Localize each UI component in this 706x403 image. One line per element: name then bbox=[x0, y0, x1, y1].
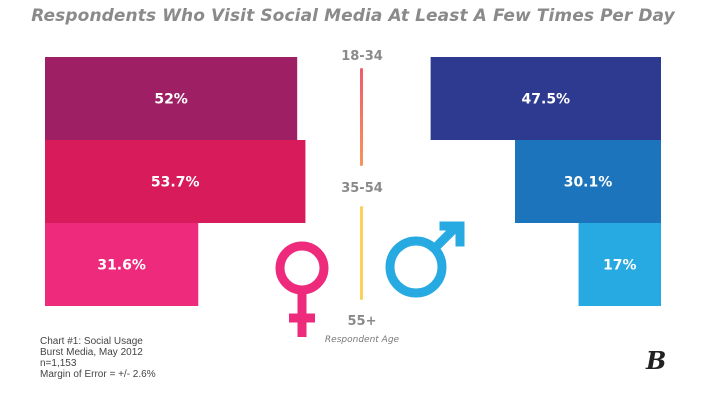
female-bar-18-34 bbox=[45, 57, 298, 140]
chart-notes: Chart #1: Social Usage Burst Media, May … bbox=[40, 336, 156, 380]
age-label-55plus: 55+ bbox=[348, 314, 377, 329]
male-bar-18-34 bbox=[430, 57, 661, 140]
age-label-18-34: 18-34 bbox=[341, 49, 383, 64]
female-bar-55+ bbox=[45, 223, 199, 306]
male-bar-label-35-54: 30.1% bbox=[564, 175, 613, 191]
male-bar-35-54 bbox=[515, 140, 661, 223]
female-symbol-icon bbox=[275, 241, 329, 337]
note-margin-of-error: Margin of Error = +/- 2.6% bbox=[40, 369, 156, 380]
female-bar-label-18-34: 52% bbox=[154, 92, 188, 108]
female-bar-label-55+: 31.6% bbox=[97, 258, 146, 274]
burst-media-logo: B bbox=[646, 346, 667, 375]
age-axis-segment-1 bbox=[360, 68, 363, 166]
chart-title: Respondents Who Visit Social Media At Le… bbox=[31, 6, 675, 26]
male-bar-label-18-34: 47.5% bbox=[522, 92, 571, 108]
female-bar-35-54 bbox=[45, 140, 306, 223]
male-bar-label-55+: 17% bbox=[603, 258, 637, 274]
age-label-35-54: 35-54 bbox=[341, 181, 383, 196]
note-source: Burst Media, May 2012 bbox=[40, 347, 143, 358]
note-chart-id: Chart #1: Social Usage bbox=[40, 336, 143, 347]
x-axis-title: Respondent Age bbox=[325, 335, 400, 345]
male-symbol-icon bbox=[385, 221, 465, 298]
note-sample-size: n=1,153 bbox=[40, 358, 77, 369]
age-axis-segment-2 bbox=[360, 206, 363, 300]
female-bar-label-35-54: 53.7% bbox=[151, 175, 200, 191]
male-bar-55+ bbox=[578, 223, 661, 306]
